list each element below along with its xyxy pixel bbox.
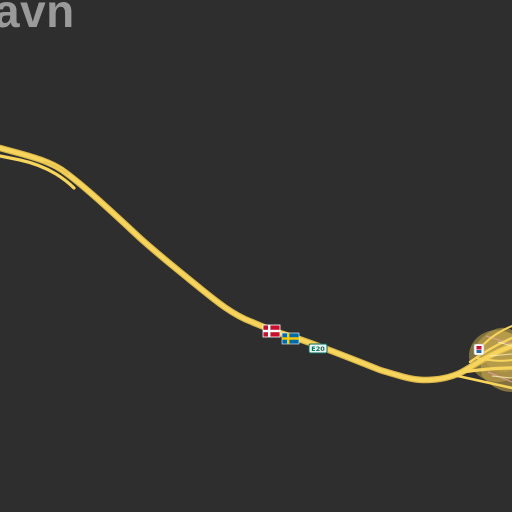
urban-roads [456,325,512,390]
urban-minor-roads [489,341,512,379]
place-label: avn [0,0,75,37]
toll-plaza-icon [473,343,485,356]
motorway-e20[interactable] [0,145,512,383]
road-ramp [43,161,69,175]
motorway-parallel-carriageway [0,154,76,190]
denmark-flag-icon [262,324,281,338]
road-shield-e20[interactable]: E20 [308,343,328,354]
sweden-flag-icon [281,332,300,345]
road-shield-label: E20 [311,345,325,353]
